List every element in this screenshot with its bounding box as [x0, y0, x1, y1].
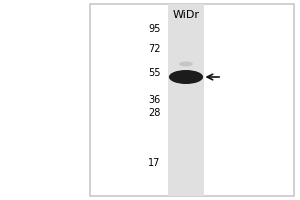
- Text: 55: 55: [148, 68, 161, 78]
- Ellipse shape: [179, 62, 193, 66]
- Ellipse shape: [169, 70, 203, 84]
- Text: 95: 95: [148, 24, 160, 34]
- Text: WiDr: WiDr: [172, 10, 200, 20]
- Bar: [90, 4, 294, 196]
- Text: 28: 28: [148, 108, 160, 118]
- Text: 36: 36: [148, 95, 160, 105]
- Text: 17: 17: [148, 158, 160, 168]
- Bar: [168, 4, 204, 196]
- Text: 72: 72: [148, 44, 161, 54]
